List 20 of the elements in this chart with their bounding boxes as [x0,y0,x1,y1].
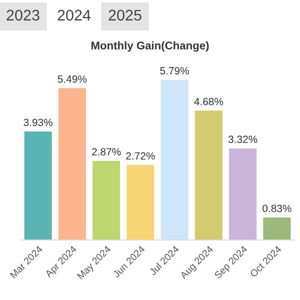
bar [126,164,156,240]
text: 2024 [58,10,91,21]
chart-title: Monthly Gain(Change) [91,41,209,52]
bar [262,216,292,240]
bar [23,130,53,240]
bar [57,87,88,240]
text: 2023 [6,10,40,21]
data-label: 2.87% [92,148,121,156]
data-label: 5.49% [58,75,87,83]
data-label: 3.32% [228,136,258,144]
data-label: 0.83% [262,204,292,212]
data-label: 4.68% [194,98,224,106]
data-label: 2.72% [126,152,155,160]
bar [194,110,224,240]
data-label: 5.79% [160,67,189,74]
data-label: 3.93% [24,118,52,126]
bar [228,147,258,240]
text: 2025 [108,10,142,21]
bar [160,78,190,240]
bar [91,160,122,240]
